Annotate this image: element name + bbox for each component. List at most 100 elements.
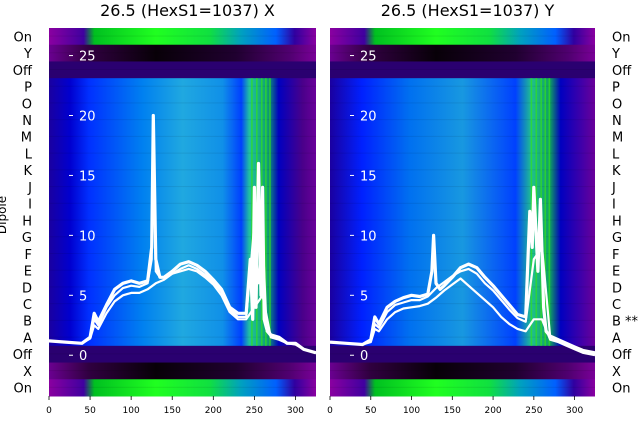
heatmap-row <box>49 61 316 79</box>
x-tick-label: 50 <box>365 406 377 416</box>
heatmap-row <box>49 212 316 230</box>
column-stripe <box>548 78 551 346</box>
row-texture <box>49 68 316 70</box>
row-label: P <box>612 81 620 96</box>
row-texture <box>330 35 595 37</box>
row-label: Off <box>612 348 632 363</box>
row-texture <box>49 319 316 321</box>
row-texture <box>330 336 595 338</box>
heatmap-row <box>49 245 316 263</box>
row-texture <box>49 386 316 388</box>
x-tick-label: 250 <box>246 406 263 416</box>
heatmap-row <box>49 329 316 347</box>
row-label: M <box>21 131 32 146</box>
row-label: H <box>612 214 622 229</box>
y-axis-label: Dipole <box>0 196 9 234</box>
x-tick-label: 150 <box>164 406 181 416</box>
row-texture <box>49 102 316 104</box>
heatmap-row <box>49 228 316 246</box>
row-label: J <box>611 181 616 196</box>
heatmap-row <box>49 145 316 163</box>
row-texture <box>49 52 316 54</box>
heatmap-row <box>330 212 595 230</box>
heatmap-row <box>330 61 595 79</box>
inner-tick-label: 0 <box>79 349 87 364</box>
row-label: G <box>22 231 32 246</box>
inner-tick-label: 5 <box>360 289 368 304</box>
inner-tick-label: 15 <box>360 169 377 184</box>
row-texture <box>49 219 316 221</box>
x-tick-label: 200 <box>484 406 501 416</box>
column-stripe <box>269 78 271 346</box>
inner-tick-label: 15 <box>79 169 96 184</box>
row-label: F <box>25 248 32 263</box>
row-texture <box>330 119 595 121</box>
heatmap-row <box>330 128 595 146</box>
row-label: I <box>612 198 616 213</box>
row-texture <box>330 202 595 204</box>
row-label: X <box>612 365 621 380</box>
row-texture <box>330 252 595 254</box>
heatmap-row <box>330 245 595 263</box>
chart-title: 26.5 (HexS1=1037) X <box>100 1 275 20</box>
row-texture <box>49 303 316 305</box>
row-label: Y <box>611 47 620 62</box>
inner-tick-label: 25 <box>360 50 377 65</box>
column-stripe <box>544 78 547 346</box>
overlay-trace <box>329 185 596 355</box>
row-texture <box>330 219 595 221</box>
heatmap-row <box>49 312 316 330</box>
inner-tick-label: 20 <box>79 110 96 125</box>
heatmap-row <box>49 195 316 213</box>
row-label: K <box>612 164 621 179</box>
heatmap-row <box>49 345 316 364</box>
heatmap-row <box>49 379 316 397</box>
row-label: E <box>24 265 32 280</box>
row-texture <box>330 353 595 355</box>
heatmap-row <box>330 379 595 397</box>
x-tick-label: 100 <box>403 406 420 416</box>
heatmap-row <box>330 345 595 364</box>
heatmap-row <box>49 28 316 46</box>
row-texture <box>330 370 595 372</box>
inner-tick-label: 25 <box>79 50 96 65</box>
heatmap-row <box>49 278 316 297</box>
row-texture <box>49 353 316 355</box>
row-label: N <box>612 114 622 129</box>
heatmap-row <box>330 161 595 180</box>
heatmap-row <box>49 295 316 313</box>
row-label: P <box>24 81 32 96</box>
row-label: E <box>612 265 620 280</box>
heatmap-row <box>330 329 595 347</box>
row-texture <box>49 236 316 238</box>
heatmap-row <box>330 295 595 313</box>
row-label: C <box>612 298 621 313</box>
row-label: J <box>27 181 32 196</box>
row-texture <box>330 303 595 305</box>
row-texture <box>330 102 595 104</box>
row-texture <box>49 135 316 137</box>
heatmap-row <box>330 362 595 380</box>
row-label: Off <box>13 348 33 363</box>
inner-tick-label: 20 <box>360 110 377 125</box>
row-label: O <box>612 97 622 112</box>
x-tick-label: 300 <box>287 406 304 416</box>
inner-tick-label: 0 <box>360 349 368 364</box>
heatmap-row <box>330 312 595 330</box>
x-tick-label: 150 <box>444 406 461 416</box>
row-texture <box>49 119 316 121</box>
row-texture <box>49 202 316 204</box>
row-label: L <box>612 147 620 162</box>
heatmap-row <box>49 111 316 129</box>
row-label: D <box>22 281 32 296</box>
row-label: H <box>22 214 32 229</box>
row-label: O <box>22 97 32 112</box>
heatmap-row <box>49 161 316 180</box>
row-texture <box>49 35 316 37</box>
heatmap-row <box>49 128 316 146</box>
row-label: D <box>612 281 622 296</box>
row-label: C <box>23 298 32 313</box>
row-label: On <box>14 382 32 397</box>
row-texture <box>330 319 595 321</box>
